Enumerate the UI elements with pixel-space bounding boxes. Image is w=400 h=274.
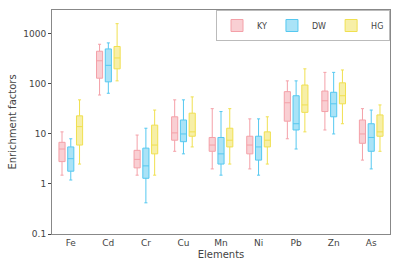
svg-text:100: 100 [29, 79, 46, 89]
svg-text:Fe: Fe [66, 238, 77, 248]
svg-text:HG: HG [371, 22, 383, 31]
svg-text:Enrichment factors: Enrichment factors [7, 74, 18, 169]
svg-text:1000: 1000 [23, 29, 46, 39]
svg-text:0.1: 0.1 [32, 229, 46, 239]
svg-text:Cr: Cr [141, 238, 151, 248]
svg-text:Ni: Ni [254, 238, 263, 248]
svg-text:Mn: Mn [214, 238, 227, 248]
svg-text:Pb: Pb [291, 238, 302, 248]
svg-text:10: 10 [35, 129, 47, 139]
svg-text:1: 1 [40, 179, 46, 189]
svg-text:DW: DW [312, 22, 326, 31]
svg-text:Elements: Elements [198, 249, 245, 260]
svg-text:KY: KY [257, 22, 267, 31]
svg-text:As: As [366, 238, 377, 248]
svg-text:Cu: Cu [177, 238, 189, 248]
svg-text:Cd: Cd [102, 238, 114, 248]
svg-text:Zn: Zn [328, 238, 340, 248]
